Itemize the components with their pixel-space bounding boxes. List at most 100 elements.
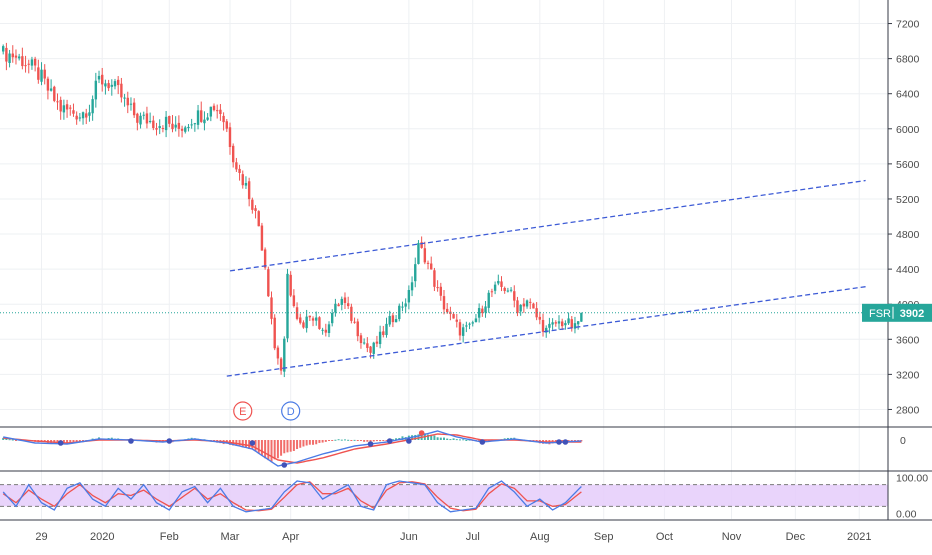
candle-body xyxy=(490,291,494,293)
candle-body xyxy=(238,168,241,173)
macd-cross-dot xyxy=(281,462,288,468)
candle-body xyxy=(283,338,286,372)
candle-body xyxy=(458,322,462,336)
price-tag-value: 3902 xyxy=(900,308,924,320)
macd-histogram-bar xyxy=(401,436,404,440)
candle-body xyxy=(327,324,331,333)
candle-body xyxy=(11,53,14,58)
candle-body xyxy=(350,306,353,321)
candle-body xyxy=(155,128,158,130)
macd-histogram-bar xyxy=(356,440,359,441)
candle-body xyxy=(442,296,446,310)
macd-histogram-bar xyxy=(385,440,388,441)
candle-body xyxy=(129,103,133,105)
macd-histogram-bar xyxy=(414,434,417,440)
candle-body xyxy=(305,316,308,329)
candle-body xyxy=(455,319,458,322)
candle-body xyxy=(487,292,490,308)
pane-separators xyxy=(0,0,932,521)
macd-histogram-bar xyxy=(66,440,69,444)
macd-indicator xyxy=(2,430,583,468)
macd-histogram-bar xyxy=(446,438,449,440)
candle-body xyxy=(311,318,315,321)
candle-body xyxy=(145,113,149,124)
candle-body xyxy=(14,55,18,58)
candle-body xyxy=(65,104,69,110)
candle-body xyxy=(200,110,203,122)
candle-body xyxy=(180,128,184,131)
candle-body xyxy=(548,323,551,328)
macd-histogram-bar xyxy=(312,440,315,445)
macd-histogram-bar xyxy=(391,439,394,441)
candle-body xyxy=(1,46,5,52)
candle-body xyxy=(509,289,513,291)
candle-body xyxy=(560,321,564,327)
stoch-k-line xyxy=(2,480,582,513)
candle-body xyxy=(430,263,433,270)
candle-body xyxy=(299,317,302,323)
candle-body xyxy=(375,341,379,344)
candle-body xyxy=(356,321,359,337)
candle-body xyxy=(407,290,411,303)
macd-histogram-bar xyxy=(382,440,385,441)
candle-body xyxy=(62,105,66,113)
candle-body xyxy=(276,347,280,359)
macd-histogram-bar xyxy=(82,440,85,442)
candle-body xyxy=(529,301,532,303)
time-axis[interactable]: 29 2020 Feb Mar Apr Jun Jul Aug Sep Oct Nov Dec 2021 xyxy=(35,531,871,543)
candle-body xyxy=(343,297,347,303)
macd-histogram-bar xyxy=(465,439,468,441)
macd-cross-dot xyxy=(556,439,562,445)
candle-body xyxy=(46,78,50,91)
candle-body xyxy=(318,317,321,329)
macd-histogram-bar xyxy=(72,440,75,443)
macd-cross-dot xyxy=(479,439,486,445)
macd-histogram-bar xyxy=(5,438,8,440)
macd-histogram-bar xyxy=(270,440,273,463)
macd-histogram-bar xyxy=(366,440,369,442)
candle-body xyxy=(33,58,37,66)
candle-body xyxy=(567,318,570,324)
candle-body xyxy=(251,199,254,210)
macd-histogram-bar xyxy=(350,440,353,441)
macd-histogram-bar xyxy=(299,440,302,448)
candle-body xyxy=(426,262,430,264)
candle-body xyxy=(513,291,516,301)
x-tick-label: Feb xyxy=(160,531,179,543)
macd-histogram-bar xyxy=(363,440,366,442)
candle-body xyxy=(436,287,439,289)
macd-histogram-bar xyxy=(260,440,263,456)
candle-body xyxy=(532,303,535,309)
candle-body xyxy=(564,323,567,326)
candle-body xyxy=(525,300,529,307)
macd-histogram-bar xyxy=(359,440,362,441)
macd-histogram-bar xyxy=(439,437,442,440)
candle-body xyxy=(388,316,391,325)
macd-cross-dot xyxy=(418,430,425,436)
candle-body xyxy=(222,115,225,123)
macd-histogram-bar xyxy=(334,439,337,441)
candle-body xyxy=(158,126,161,129)
trendline-upper xyxy=(229,179,866,272)
marker-label: E xyxy=(239,406,246,418)
y-tick-label: 4800 xyxy=(896,229,920,241)
macd-histogram-bar xyxy=(69,440,72,444)
candle-body xyxy=(382,331,385,336)
macd-signal-line xyxy=(3,433,582,464)
candle-body xyxy=(445,308,449,313)
macd-histogram-bar xyxy=(11,439,14,441)
macd-histogram-bar xyxy=(455,439,458,441)
candle-body xyxy=(302,322,305,328)
candle-body xyxy=(541,319,545,332)
macd-histogram-bar xyxy=(458,439,461,441)
candle-body xyxy=(40,69,43,82)
x-tick-label: 2021 xyxy=(847,531,871,543)
candle-body xyxy=(260,225,264,251)
candle-body xyxy=(535,308,538,318)
macd-histogram-bar xyxy=(452,438,455,440)
trendlines xyxy=(226,179,866,377)
candle-body xyxy=(369,346,372,353)
